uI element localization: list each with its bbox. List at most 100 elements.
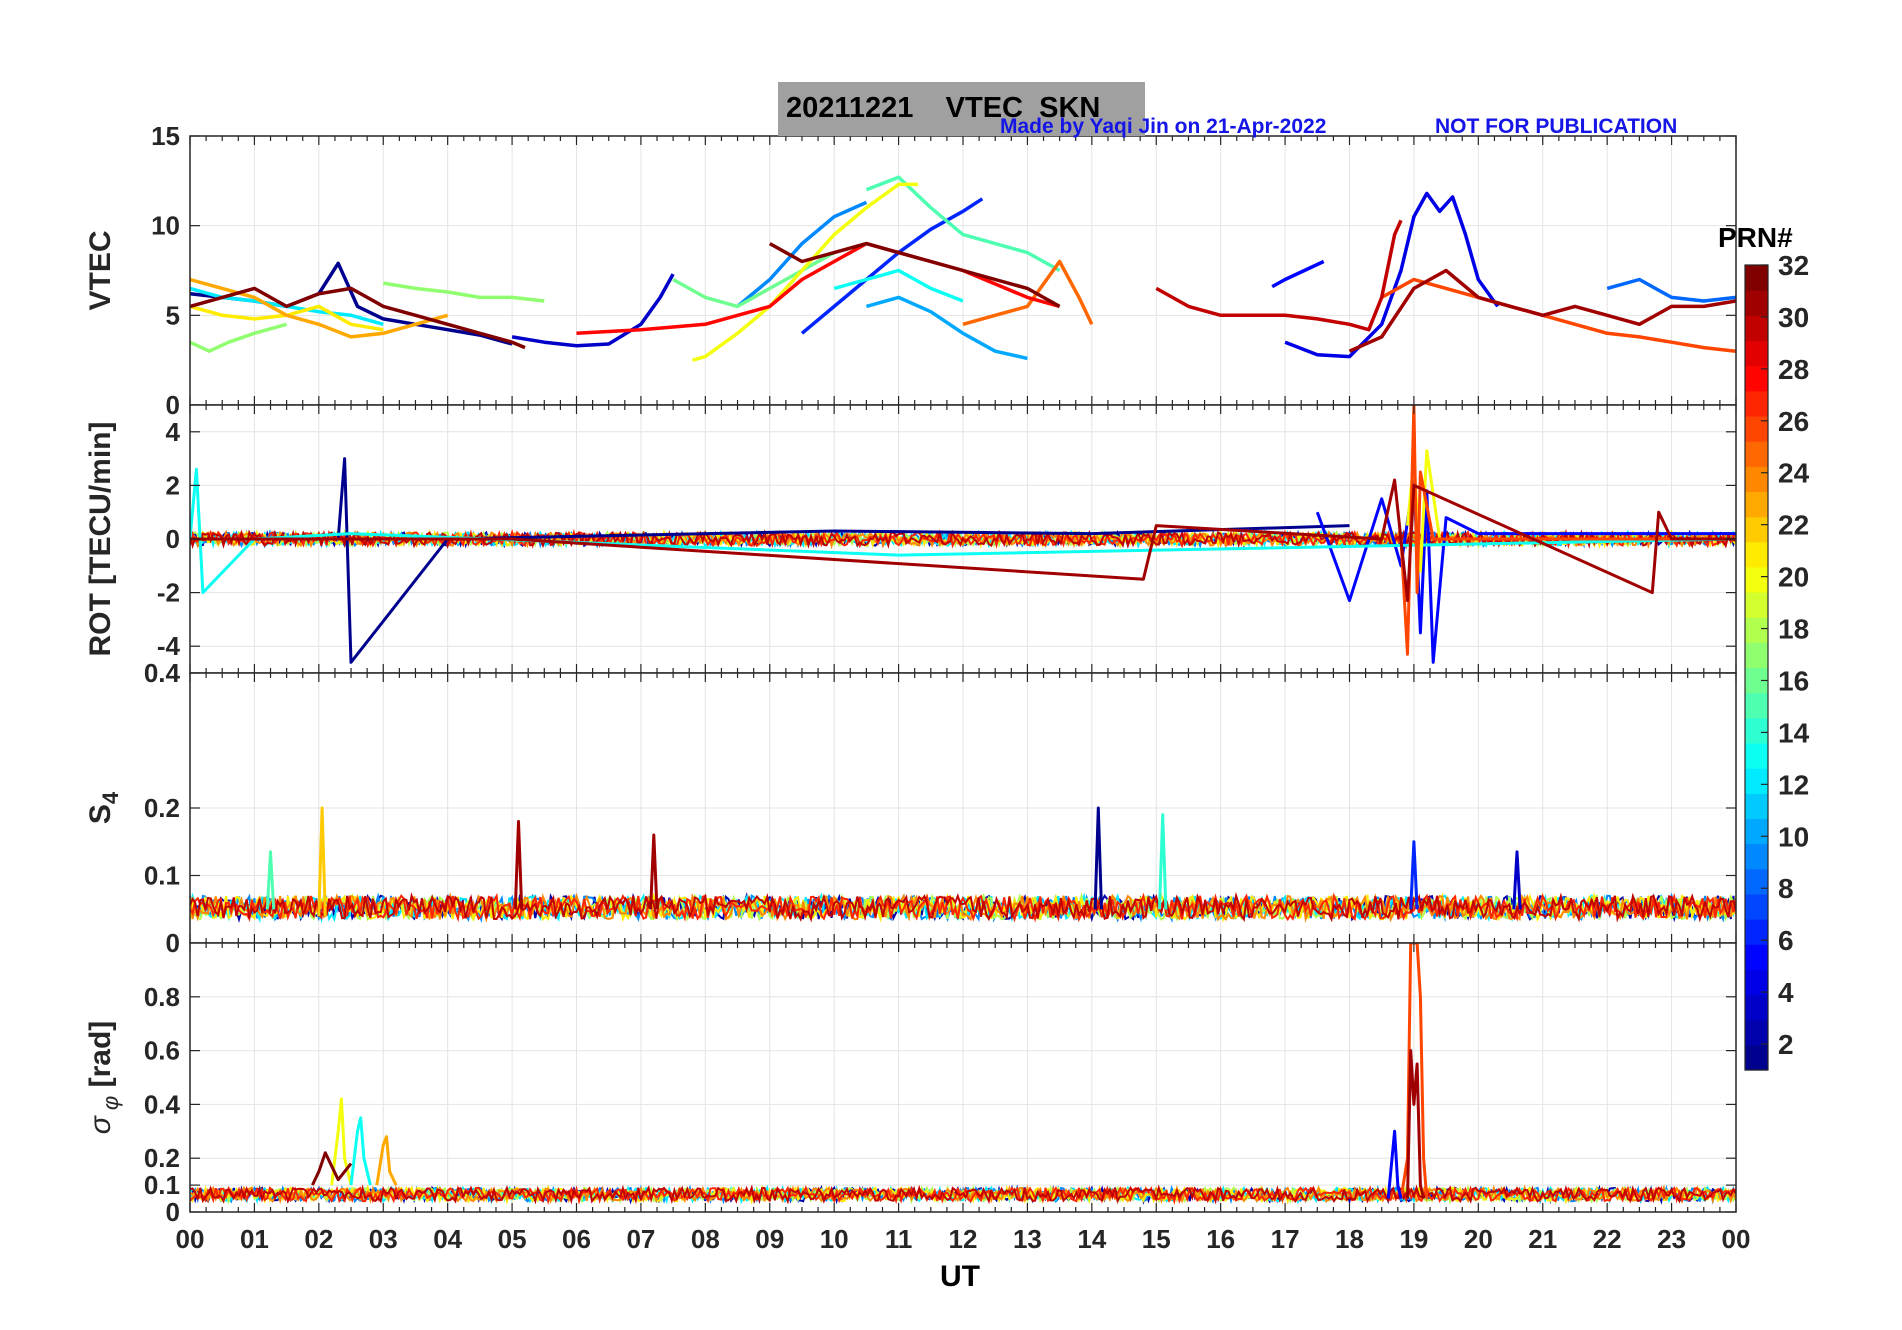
colorbar-band <box>1745 315 1768 342</box>
panel-1: 0 5 10 15 VTEC <box>84 121 1737 420</box>
colorbar-tick-label: 28 <box>1778 354 1809 385</box>
colorbar-tick-label: 10 <box>1778 821 1809 852</box>
colorbar: 32 30 28 26 24 22 20 18 16 14 12 10 8 6 4 2 <box>1744 250 1810 1071</box>
colorbar-band <box>1745 642 1768 669</box>
x-tick-label: 09 <box>755 1224 784 1254</box>
series-prn-28 <box>576 241 1061 336</box>
panel-4: 00.10.2 0.4 0.6 0.8 σ φ [rad] <box>84 942 1737 1227</box>
x-tick-label: 06 <box>562 1224 591 1254</box>
x-tick-label: 13 <box>1013 1224 1042 1254</box>
series-prn-17 <box>190 322 288 353</box>
colorbar-band <box>1745 994 1768 1021</box>
colorbar-tick-label: 32 <box>1778 250 1809 281</box>
traces <box>190 405 1736 664</box>
colorbar-band <box>1745 793 1768 820</box>
colorbar-tick-label: 24 <box>1778 458 1810 489</box>
series-prn-15 <box>865 175 1061 273</box>
series-prn-8 <box>1606 277 1736 303</box>
x-tick-label: 05 <box>498 1224 527 1254</box>
series-prn-6 <box>1409 840 1419 910</box>
series-prn-4 <box>1284 191 1500 359</box>
x-tick-label: 01 <box>240 1224 269 1254</box>
colorbar-band <box>1745 1019 1768 1046</box>
y-tick-label: 0.4 <box>144 658 181 688</box>
y-tick-label: 0 <box>166 524 180 554</box>
colorbar-band <box>1745 441 1768 467</box>
colorbar-tick-label: 20 <box>1778 562 1809 593</box>
x-tick-label: 07 <box>626 1224 655 1254</box>
panel-2: -4 -2 0 2 4 ROT [TECU/min] <box>84 404 1737 674</box>
y-tick-label: 2 <box>166 470 180 500</box>
colorbar-band <box>1745 969 1768 996</box>
not-for-publication-text: NOT FOR PUBLICATION <box>1435 115 1678 138</box>
colorbar-band <box>1745 415 1768 442</box>
series-prn-10 <box>865 295 1028 361</box>
x-tick-label: 10 <box>820 1224 849 1254</box>
y-tick-label: 0.8 <box>144 982 180 1012</box>
y-tick-label: 5 <box>166 300 180 330</box>
colorbar-tick-label: 14 <box>1778 717 1810 748</box>
colorbar-band <box>1745 365 1768 392</box>
y-tick-label: 0.1 <box>144 861 180 891</box>
series-prn-1 <box>190 457 1350 664</box>
series-prn-15 <box>265 850 276 910</box>
y-tick-label: 0 <box>166 1197 180 1227</box>
traces <box>190 806 1736 924</box>
series-prn-17 <box>383 281 545 303</box>
series-prn-5 <box>1386 1129 1403 1199</box>
y-axis-label: ROT [TECU/min] <box>84 422 117 657</box>
colorbar-band <box>1745 717 1768 744</box>
colorbar-band <box>1745 340 1768 367</box>
x-tick-label: 00 <box>176 1224 205 1254</box>
chart-title: 20211221 VTEC SKN <box>786 92 1101 124</box>
x-tick-label: 08 <box>691 1224 720 1254</box>
colorbar-band <box>1745 592 1768 618</box>
x-tick-label: 15 <box>1142 1224 1171 1254</box>
colorbar-tick-label: 30 <box>1778 302 1809 333</box>
x-tick-label: 14 <box>1077 1224 1106 1254</box>
colorbar-frame <box>1744 264 1769 1071</box>
colorbar-band <box>1745 491 1768 518</box>
series-prn-32 <box>768 241 1061 308</box>
colorbar-tick-label: 6 <box>1778 925 1794 956</box>
series-prn-31 <box>649 833 659 910</box>
series-prn-9 <box>736 200 868 308</box>
colorbar-band <box>1745 390 1768 417</box>
x-tick-label: 12 <box>949 1224 978 1254</box>
x-tick-label: 21 <box>1528 1224 1557 1254</box>
series-prn-22 <box>317 806 327 917</box>
series-prn-31 <box>1348 268 1736 353</box>
series-prn-16 <box>672 251 836 309</box>
colorbar-tick-label: 12 <box>1778 769 1809 800</box>
x-tick-label: 11 <box>885 1224 913 1254</box>
colorbar-tick-label: 4 <box>1778 977 1794 1008</box>
colorbar-title: PRN# <box>1718 222 1793 253</box>
noise-trace-prn-30 <box>190 891 1736 923</box>
colorbar-band <box>1745 541 1768 568</box>
y-axis-label: S4 <box>84 791 123 824</box>
x-tick-label: 04 <box>433 1224 462 1254</box>
colorbar-band <box>1745 667 1768 694</box>
x-tick-label: 23 <box>1657 1224 1686 1254</box>
colorbar-band <box>1745 566 1768 593</box>
series-prn-26 <box>1380 277 1736 353</box>
series-prn-32 <box>311 1151 353 1186</box>
series-prn-26 <box>1399 405 1736 656</box>
x-tick-label: 03 <box>369 1224 398 1254</box>
series-prn-3 <box>1512 850 1522 910</box>
series-prn-25 <box>962 259 1094 326</box>
series-prn-3 <box>511 273 675 348</box>
colorbar-tick-label: 16 <box>1778 665 1809 696</box>
series-prn-31 <box>513 820 524 910</box>
colorbar-band <box>1745 768 1768 794</box>
colorbar-band <box>1745 516 1768 543</box>
series-prn-31 <box>190 478 1736 603</box>
y-axis-label: σ φ [rad] <box>84 1021 123 1135</box>
y-tick-label: 15 <box>151 121 180 151</box>
x-tick-label: 22 <box>1593 1224 1622 1254</box>
colorbar-band <box>1745 742 1768 769</box>
colorbar-tick-label: 22 <box>1778 510 1809 541</box>
x-tick-labels: 00 01 02 03 04 05 06 07 08 09 10 11 12 13 14 15 16 17 18 19… <box>176 1224 1751 1254</box>
x-tick-label: 17 <box>1271 1224 1300 1254</box>
